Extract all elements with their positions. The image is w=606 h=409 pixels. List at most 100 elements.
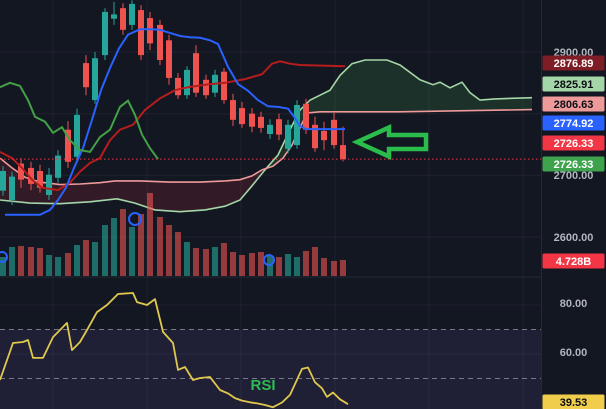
axis-price-badge (542, 135, 605, 151)
rsi-text-label[interactable]: RSI (250, 377, 275, 394)
candle-body (340, 145, 346, 160)
volume-bar (203, 249, 209, 276)
volume-bar (147, 193, 153, 276)
candle-body (303, 103, 309, 130)
volume-bar (276, 257, 282, 276)
ichimoku-senkou-b-line[interactable] (0, 108, 533, 186)
rsi-band (0, 329, 541, 409)
indicator-lines[interactable] (0, 28, 346, 216)
rsi-line[interactable] (0, 292, 349, 409)
candle-body (147, 18, 153, 44)
axis-badge-label: 2774.92 (554, 118, 594, 130)
candle-body (321, 130, 327, 141)
axis-label: 60.00 (560, 347, 588, 359)
candle-body (83, 63, 89, 88)
candle-body (37, 171, 43, 188)
axis-label: 2600.00 (554, 232, 594, 244)
candle-body (18, 163, 24, 180)
candle-body (294, 105, 300, 146)
candle-body (0, 171, 6, 191)
axis-badge-label: 4.728B (556, 256, 592, 268)
axis-badge-label: 39.53 (560, 397, 588, 409)
volume-bar (92, 242, 98, 276)
volume-bar (249, 253, 255, 276)
candle-body (9, 176, 15, 200)
volume-bar (83, 240, 89, 276)
volume-bar (184, 242, 190, 276)
candle-body (111, 14, 117, 19)
volume-bar (18, 246, 24, 276)
candle-body (55, 155, 61, 178)
volume-bar (157, 217, 163, 276)
volume-bar (166, 225, 172, 276)
axis-badge-label: 2726.33 (554, 159, 594, 171)
left-arrow-drawing[interactable] (351, 124, 429, 160)
volume-bar (258, 252, 264, 276)
ichimoku-chikou-line[interactable] (0, 81, 159, 160)
grid-lines (0, 0, 541, 409)
candle-body (331, 119, 337, 146)
volume-bar (9, 247, 15, 276)
candle-body (230, 100, 236, 120)
axis-badge-label: 2876.89 (554, 58, 594, 70)
volume-marker-circle[interactable] (128, 212, 142, 226)
rsi-pane[interactable] (0, 292, 349, 409)
candle-body (203, 79, 209, 96)
candle-body (74, 114, 80, 157)
volume-bar (285, 254, 291, 276)
axis-badge-label: 2825.91 (554, 79, 594, 91)
volume-bar (0, 257, 6, 276)
volume-bar (267, 256, 273, 276)
candle-body (193, 53, 199, 93)
candle-body (312, 124, 318, 149)
ichimoku-senkou-a-line[interactable] (0, 59, 533, 213)
rsi-band-fill (0, 329, 541, 409)
axis-badge-label: 2806.63 (554, 99, 594, 111)
volume-bar (193, 248, 199, 276)
candle-body (285, 124, 291, 149)
volume-bar (120, 209, 126, 276)
candle-body (102, 11, 108, 56)
volume-bar (321, 258, 327, 276)
volume-bar (239, 255, 245, 276)
arrow-annotation[interactable] (351, 124, 429, 160)
candle-body (276, 119, 282, 135)
candle-body (221, 71, 227, 101)
candle-body (138, 10, 144, 56)
volume-bar (28, 247, 34, 276)
volume-bar (46, 255, 52, 276)
axis-price-badge (542, 394, 605, 409)
candle-body (184, 69, 190, 96)
volume-marker-circle[interactable] (263, 254, 275, 266)
candle-body (175, 77, 181, 96)
candles-series[interactable] (0, 0, 346, 205)
volume-bar (294, 257, 300, 276)
axis-price-badge (542, 55, 605, 71)
volume-bar (102, 225, 108, 276)
volume-markers[interactable] (0, 212, 275, 266)
volume-bar (312, 247, 318, 276)
volume-marker-circle[interactable] (0, 251, 8, 263)
axis-price-badge (542, 115, 605, 131)
ichimoku-cloud[interactable] (0, 59, 533, 213)
cloud-bullish-fill (269, 60, 532, 167)
candle-body (65, 129, 71, 162)
candle-body (249, 113, 255, 127)
axis-badge-label: 2726.33 (554, 138, 594, 150)
volume-bar (212, 247, 218, 276)
candle-body (166, 40, 172, 78)
volume-bar (74, 245, 80, 276)
volume-bar (175, 232, 181, 276)
volume-series[interactable] (0, 193, 346, 276)
volume-bar (138, 214, 144, 276)
candle-body (267, 124, 273, 134)
candle-body (120, 8, 126, 30)
volume-bar (129, 227, 135, 276)
volume-bar (111, 218, 117, 276)
ichimoku-kijun-line[interactable] (0, 60, 346, 192)
axis-label: 2700.00 (554, 170, 594, 182)
ichimoku-tenkan-line[interactable] (5, 28, 345, 216)
